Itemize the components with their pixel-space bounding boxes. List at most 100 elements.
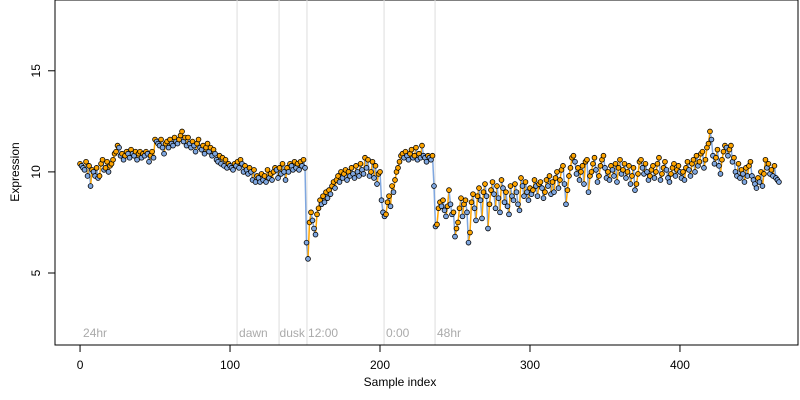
- data-point: [687, 173, 694, 179]
- data-point: [353, 163, 359, 169]
- data-point: [497, 209, 503, 216]
- data-point: [452, 233, 458, 240]
- data-point: [491, 191, 497, 197]
- data-point: [560, 163, 566, 169]
- data-point: [615, 165, 622, 171]
- data-point: [741, 179, 748, 185]
- data-point: [192, 148, 199, 155]
- data-point: [500, 185, 506, 191]
- data-point: [222, 156, 229, 163]
- data-point: [705, 140, 712, 147]
- data-point: [161, 150, 167, 157]
- data-point: [450, 209, 457, 216]
- data-point: [387, 203, 394, 210]
- data-point: [372, 163, 379, 169]
- data-point: [116, 144, 122, 151]
- data-point: [498, 177, 505, 183]
- data-point: [185, 134, 191, 141]
- data-point: [656, 154, 662, 161]
- data-point: [728, 142, 734, 149]
- data-point: [423, 158, 430, 165]
- data-point: [720, 148, 727, 155]
- data-point: [753, 185, 760, 191]
- data-point: [651, 175, 658, 181]
- data-point: [531, 177, 538, 183]
- connector: [433, 186, 437, 227]
- connector: [481, 192, 485, 219]
- data-point: [681, 177, 688, 183]
- data-point: [321, 199, 328, 206]
- data-point: [413, 144, 419, 151]
- data-point: [633, 181, 640, 187]
- data-point: [524, 189, 530, 195]
- data-point: [725, 152, 731, 159]
- connector: [466, 212, 470, 243]
- data-point: [606, 177, 613, 183]
- data-point: [624, 169, 631, 175]
- data-point: [690, 156, 697, 163]
- connector: [632, 167, 636, 191]
- data-point: [315, 205, 322, 212]
- data-point: [458, 195, 464, 201]
- data-point: [572, 158, 578, 165]
- data-point: [765, 161, 772, 167]
- data-point: [285, 169, 292, 175]
- connector: [304, 167, 308, 243]
- data-point: [305, 256, 311, 262]
- data-point: [662, 158, 668, 165]
- data-point: [300, 156, 307, 163]
- data-point: [468, 199, 475, 206]
- data-point: [686, 167, 692, 173]
- data-point: [365, 156, 371, 163]
- data-point: [105, 169, 112, 175]
- data-point: [666, 179, 673, 185]
- data-point: [522, 179, 529, 185]
- data-point: [434, 221, 440, 228]
- data-point: [269, 177, 275, 183]
- data-point: [504, 203, 511, 210]
- data-point: [471, 205, 478, 212]
- data-point: [711, 161, 718, 167]
- data-point: [501, 199, 508, 206]
- data-point: [344, 177, 350, 183]
- data-point: [537, 179, 544, 185]
- data-point: [470, 191, 476, 197]
- data-point: [459, 213, 466, 220]
- data-point: [600, 152, 607, 159]
- data-point: [489, 179, 496, 185]
- data-point: [429, 152, 436, 159]
- data-point: [539, 185, 545, 191]
- data-point: [396, 158, 403, 165]
- data-point: [518, 175, 524, 181]
- data-point: [383, 211, 389, 218]
- data-point: [506, 211, 512, 218]
- data-point: [552, 175, 559, 181]
- data-point: [575, 165, 581, 171]
- data-point: [515, 201, 521, 208]
- data-point: [756, 179, 763, 185]
- data-point: [654, 161, 661, 167]
- data-point: [390, 189, 397, 195]
- data-point: [513, 189, 520, 195]
- data-point: [96, 173, 103, 179]
- data-point: [356, 173, 362, 179]
- data-point: [386, 193, 392, 199]
- data-point: [195, 136, 202, 143]
- data-point: [170, 142, 176, 149]
- data-point: [488, 187, 494, 193]
- data-point: [597, 163, 604, 169]
- data-point: [768, 167, 775, 173]
- data-point: [561, 181, 568, 187]
- data-point: [263, 179, 269, 185]
- data-point: [86, 163, 92, 169]
- data-point: [371, 175, 377, 181]
- data-point: [477, 197, 484, 204]
- data-point: [647, 173, 653, 179]
- data-point: [204, 140, 211, 147]
- data-point: [747, 158, 754, 165]
- data-point: [486, 201, 493, 208]
- y-tick-label: 10: [29, 165, 43, 179]
- data-point: [332, 185, 338, 191]
- data-point: [590, 161, 596, 167]
